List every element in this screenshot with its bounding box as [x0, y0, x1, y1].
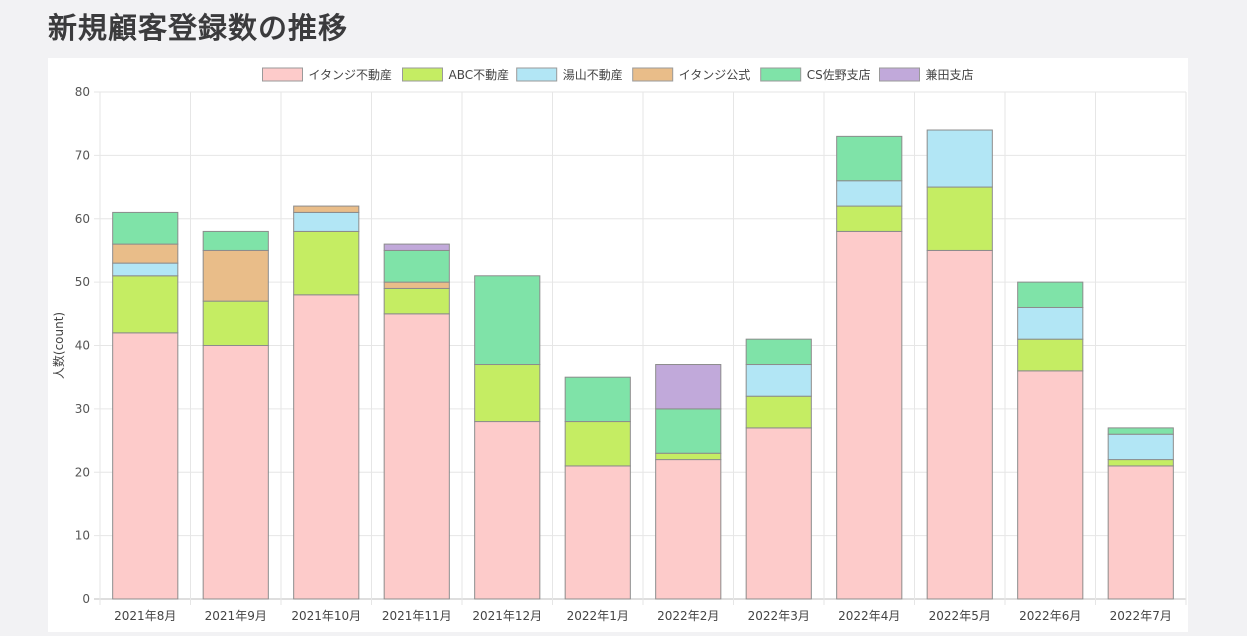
- x-tick-label: 2022年4月: [838, 609, 900, 623]
- bar-segment[interactable]: [383, 249, 450, 283]
- bar-segment[interactable]: [293, 230, 360, 296]
- x-tick-label: 2022年2月: [657, 609, 719, 623]
- y-tick-label: 80: [75, 85, 90, 99]
- x-tick-label: 2021年11月: [382, 609, 452, 623]
- y-tick-label: 60: [75, 212, 90, 226]
- bar-segment[interactable]: [745, 338, 812, 366]
- x-tick-label: 2022年5月: [929, 609, 991, 623]
- bar-segment[interactable]: [926, 129, 993, 188]
- bar-segment[interactable]: [293, 294, 360, 600]
- bar-segment[interactable]: [1017, 370, 1084, 600]
- bar-segment[interactable]: [1017, 306, 1084, 340]
- bar-segment[interactable]: [836, 135, 903, 182]
- y-tick-label: 0: [82, 592, 90, 606]
- bar-segment[interactable]: [202, 300, 269, 346]
- legend-swatch[interactable]: [760, 67, 802, 82]
- bar-segment[interactable]: [1017, 338, 1084, 372]
- bar-segment[interactable]: [112, 211, 179, 245]
- legend-swatch[interactable]: [262, 67, 303, 82]
- bar-segment[interactable]: [383, 281, 450, 289]
- bar-segment[interactable]: [293, 211, 360, 232]
- y-tick-label: 70: [75, 148, 90, 162]
- y-tick-label: 10: [75, 529, 90, 543]
- bar-segment[interactable]: [564, 376, 631, 423]
- x-tick-label: 2022年1月: [567, 609, 629, 623]
- legend-label[interactable]: イタンジ不動産: [309, 67, 393, 82]
- y-tick-label: 40: [75, 339, 90, 353]
- legend-swatch[interactable]: [879, 67, 920, 82]
- bar-segment[interactable]: [202, 249, 269, 302]
- bar-segment[interactable]: [383, 313, 450, 600]
- bar-segment[interactable]: [655, 408, 722, 454]
- bar-segment[interactable]: [836, 230, 903, 600]
- legend-label[interactable]: ABC不動産: [449, 67, 510, 82]
- bar-segment[interactable]: [655, 459, 722, 600]
- legend-label[interactable]: 兼田支店: [926, 68, 974, 82]
- y-tick-label: 30: [75, 402, 90, 416]
- y-tick-label: 20: [75, 465, 90, 479]
- legend-label[interactable]: 湯山不動産: [563, 67, 623, 82]
- bar-segment[interactable]: [745, 427, 812, 600]
- bar-segment[interactable]: [202, 345, 269, 600]
- x-tick-label: 2021年8月: [114, 609, 176, 623]
- bar-segment[interactable]: [836, 205, 903, 232]
- bar-segment[interactable]: [1107, 427, 1174, 435]
- bar-segment[interactable]: [836, 180, 903, 207]
- legend-label[interactable]: CS佐野支店: [807, 68, 871, 82]
- bar-segment[interactable]: [564, 421, 631, 467]
- bar-segment[interactable]: [474, 364, 541, 423]
- bar-segment[interactable]: [112, 243, 179, 264]
- legend-swatch[interactable]: [516, 67, 558, 82]
- x-tick-label: 2021年12月: [472, 609, 542, 623]
- bar-segment[interactable]: [474, 275, 541, 366]
- bar-segment[interactable]: [1107, 459, 1174, 467]
- bar-segment[interactable]: [655, 364, 722, 410]
- bar-segment[interactable]: [474, 421, 541, 600]
- y-tick-label: 50: [75, 275, 90, 289]
- bar-segment[interactable]: [655, 452, 722, 461]
- bar-segment[interactable]: [112, 332, 179, 600]
- x-tick-label: 2022年7月: [1110, 609, 1172, 623]
- bar-segment[interactable]: [745, 395, 812, 429]
- bar-segment[interactable]: [112, 275, 179, 334]
- bar-segment[interactable]: [564, 465, 631, 600]
- x-tick-label: 2022年3月: [748, 609, 810, 623]
- legend-swatch[interactable]: [632, 67, 674, 82]
- bar-segment[interactable]: [383, 243, 450, 251]
- bar-segment[interactable]: [112, 262, 179, 277]
- page-title: 新規顧客登録数の推移: [48, 11, 349, 45]
- bar-segment[interactable]: [926, 249, 993, 600]
- y-axis-title: 人数(count): [51, 312, 66, 379]
- legend-label[interactable]: イタンジ公式: [679, 68, 751, 82]
- bar-segment[interactable]: [293, 205, 360, 213]
- chart-card: 0 10 20 30 40 50 60 70 80 人数(count) 2021年8月 2021年9月…: [48, 58, 1188, 632]
- stacked-bar-chart: 0 10 20 30 40 50 60 70 80 人数(count) 2021年8月 2021年9月…: [51, 67, 1187, 623]
- bar-segment[interactable]: [1107, 465, 1174, 600]
- bar-segment[interactable]: [383, 287, 450, 315]
- x-tick-label: 2021年9月: [205, 609, 267, 623]
- legend-swatch[interactable]: [402, 67, 443, 82]
- bar-segment[interactable]: [1017, 281, 1084, 308]
- x-tick-label: 2021年10月: [291, 609, 361, 623]
- bar-segment[interactable]: [1107, 433, 1174, 461]
- bar-segment[interactable]: [926, 186, 993, 251]
- bar-segment[interactable]: [202, 230, 269, 251]
- x-tick-label: 2022年6月: [1019, 609, 1081, 623]
- bar-segment[interactable]: [745, 364, 812, 397]
